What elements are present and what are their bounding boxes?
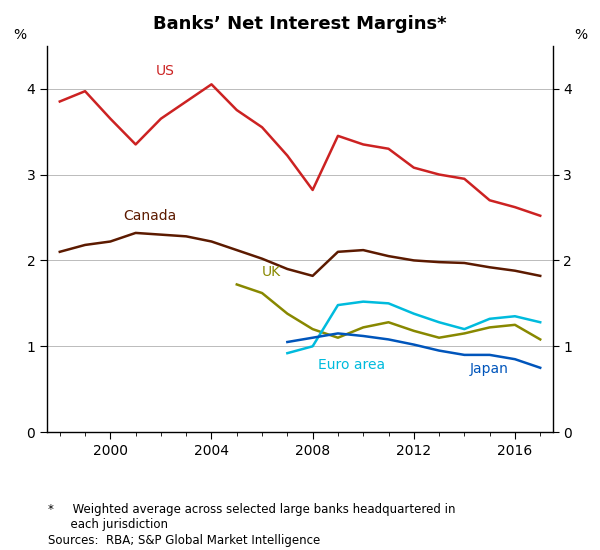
Text: Japan: Japan xyxy=(469,362,508,376)
Title: Banks’ Net Interest Margins*: Banks’ Net Interest Margins* xyxy=(153,15,447,33)
Text: %: % xyxy=(574,28,587,42)
Text: UK: UK xyxy=(262,265,281,279)
Text: %: % xyxy=(13,28,26,42)
Text: *     Weighted average across selected large banks headquartered in
      each j: * Weighted average across selected large… xyxy=(48,503,455,531)
Text: Euro area: Euro area xyxy=(318,358,385,372)
Text: Sources:  RBA; S&P Global Market Intelligence: Sources: RBA; S&P Global Market Intellig… xyxy=(48,534,320,547)
Text: Canada: Canada xyxy=(123,208,176,223)
Text: US: US xyxy=(156,64,175,78)
